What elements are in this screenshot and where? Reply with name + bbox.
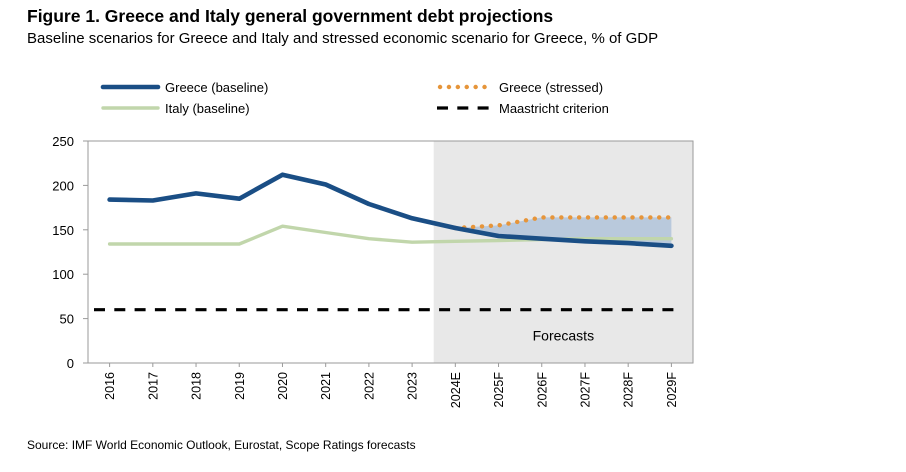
data-point-maastricht-criterion-2029f (669, 308, 673, 312)
forecast-region-layer: Forecasts (433, 141, 693, 363)
y-tick-label-100: 100 (52, 267, 74, 282)
data-point-maastricht-criterion-2028f (626, 308, 630, 312)
y-tick-label-200: 200 (52, 178, 74, 193)
data-point-maastricht-criterion-2023 (410, 308, 414, 312)
x-tick-label-2026f: 2026F (535, 372, 549, 408)
x-tick-label-2020: 2020 (276, 372, 290, 400)
data-point-greece-stressed-2026f (540, 215, 544, 219)
data-point-greece-baseline-2027f (583, 239, 587, 243)
source-note: Source: IMF World Economic Outlook, Euro… (27, 438, 416, 452)
x-tick-label-2024e: 2024E (449, 372, 463, 408)
y-tick-label-50: 50 (60, 312, 74, 327)
y-tick-label-0: 0 (67, 356, 74, 371)
data-point-greece-baseline-2016 (107, 197, 111, 201)
x-tick-label-2022: 2022 (362, 372, 376, 400)
x-tick-label-2025f: 2025F (492, 372, 506, 408)
data-point-italy-baseline-2021 (324, 230, 328, 234)
data-point-maastricht-criterion-2017 (151, 308, 155, 312)
data-point-greece-baseline-2028f (626, 241, 630, 245)
y-tick-label-150: 150 (52, 223, 74, 238)
data-point-italy-baseline-2016 (107, 242, 111, 246)
data-point-maastricht-criterion-2021 (324, 308, 328, 312)
x-tick-label-2021: 2021 (319, 372, 333, 400)
data-point-maastricht-criterion-2020 (280, 308, 284, 312)
chart-subtitle: Baseline scenarios for Greece and Italy … (27, 30, 659, 47)
data-point-greece-baseline-2019 (237, 197, 241, 201)
data-point-maastricht-criterion-2027f (583, 308, 587, 312)
forecast-region-label: Forecasts (533, 327, 594, 343)
plot-area-border (87, 140, 694, 364)
data-point-italy-baseline-2029f (669, 237, 673, 241)
data-point-italy-baseline-2023 (410, 240, 414, 244)
data-point-maastricht-criterion-2024e (453, 308, 457, 312)
chart-title: Figure 1. Greece and Italy general gover… (27, 6, 554, 26)
data-point-italy-baseline-2017 (151, 242, 155, 246)
data-point-italy-baseline-2022 (367, 237, 371, 241)
y-tick-label-250: 250 (52, 134, 74, 149)
data-point-maastricht-criterion-2016 (107, 308, 111, 312)
data-point-italy-baseline-2024e (453, 239, 457, 243)
data-point-greece-baseline-2021 (324, 182, 328, 186)
series-line-greece-stressed (453, 215, 674, 231)
data-point-italy-baseline-2028f (626, 237, 630, 241)
tick-label-layer: 0 50 100 150 200 250 2016 2017 2018 2019 2020 2021 2… (52, 134, 679, 408)
data-point-greece-baseline-2018 (194, 191, 198, 195)
data-point-greece-baseline-2017 (151, 198, 155, 202)
series-line-greece-baseline (107, 172, 674, 249)
data-point-italy-baseline-2020 (280, 224, 284, 228)
data-point-maastricht-criterion-2025f (496, 308, 500, 312)
legend: Greece (baseline) Greece (stressed) Italy … (100, 80, 609, 116)
data-point-greece-baseline-2023 (410, 216, 414, 220)
data-point-italy-baseline-2018 (194, 242, 198, 246)
data-point-maastricht-criterion-2018 (194, 308, 198, 312)
axes-layer (83, 140, 694, 367)
x-tick-label-2019: 2019 (233, 372, 247, 400)
x-tick-label-2028f: 2028F (622, 372, 636, 408)
data-point-greece-baseline-2020 (280, 173, 284, 177)
data-point-italy-baseline-2019 (237, 242, 241, 246)
x-tick-label-2016: 2016 (103, 372, 117, 400)
data-point-greece-baseline-2025f (496, 234, 500, 238)
data-point-greece-stressed-2025f (496, 223, 500, 227)
legend-label-greece-baseline: Greece (baseline) (165, 80, 268, 95)
x-tick-label-2018: 2018 (190, 372, 204, 400)
x-tick-label-2023: 2023 (406, 372, 420, 400)
data-point-italy-baseline-2025f (496, 238, 500, 242)
series-layer (94, 172, 679, 312)
data-point-greece-stressed-2028f (626, 215, 630, 219)
legend-label-greece-stressed: Greece (stressed) (499, 80, 603, 95)
data-point-greece-baseline-2024e (453, 226, 457, 230)
data-point-greece-baseline-2026f (540, 237, 544, 241)
legend-label-italy-baseline: Italy (baseline) (165, 101, 250, 116)
data-point-maastricht-criterion-2022 (367, 308, 371, 312)
data-point-greece-stressed-2027f (583, 215, 587, 219)
x-tick-label-2029f: 2029F (665, 372, 679, 408)
data-point-maastricht-criterion-2019 (237, 308, 241, 312)
x-tick-label-2027f: 2027F (579, 372, 593, 408)
data-point-greece-stressed-2029f (669, 215, 673, 219)
data-point-greece-baseline-2029f (669, 244, 673, 248)
x-tick-label-2017: 2017 (146, 372, 160, 400)
data-point-maastricht-criterion-2026f (540, 308, 544, 312)
data-point-greece-baseline-2022 (367, 202, 371, 206)
legend-label-maastricht-criterion: Maastricht criterion (499, 101, 609, 116)
forecast-region (433, 141, 693, 363)
